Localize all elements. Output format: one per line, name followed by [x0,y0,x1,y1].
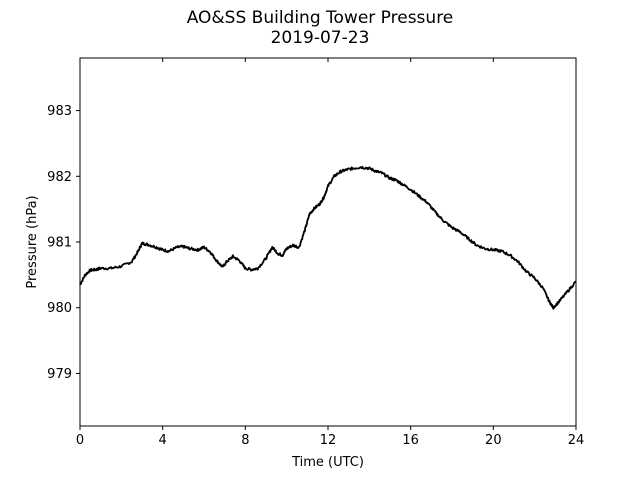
x-tick-label: 12 [320,433,337,448]
pressure-series-line [79,165,577,310]
x-tick-label: 20 [485,433,502,448]
series-layer [79,165,577,310]
y-tick-label: 981 [47,236,72,251]
x-tick-label: 0 [76,433,84,448]
x-tick-label: 16 [402,433,419,448]
x-tick-label: 4 [159,433,167,448]
y-tick-label: 983 [47,104,72,119]
plot-area-border [79,57,577,427]
y-tick-label: 982 [47,170,72,185]
x-axis-label: Time (UTC) [291,455,364,470]
y-tick-label: 979 [47,367,72,382]
y-tick-label: 980 [47,301,72,316]
y-axis-label: Pressure (hPa) [25,195,40,288]
plot-frame [79,57,577,427]
chart-title: AO&SS Building Tower Pressure [186,8,454,28]
x-tick-label: 24 [568,433,585,448]
chart-subtitle: 2019-07-23 [270,28,370,48]
x-axis-ticks: 0 4 8 12 16 20 24 [76,58,584,448]
x-tick-label: 8 [241,433,249,448]
y-axis-ticks: 979 980 981 982 983 [47,104,80,382]
